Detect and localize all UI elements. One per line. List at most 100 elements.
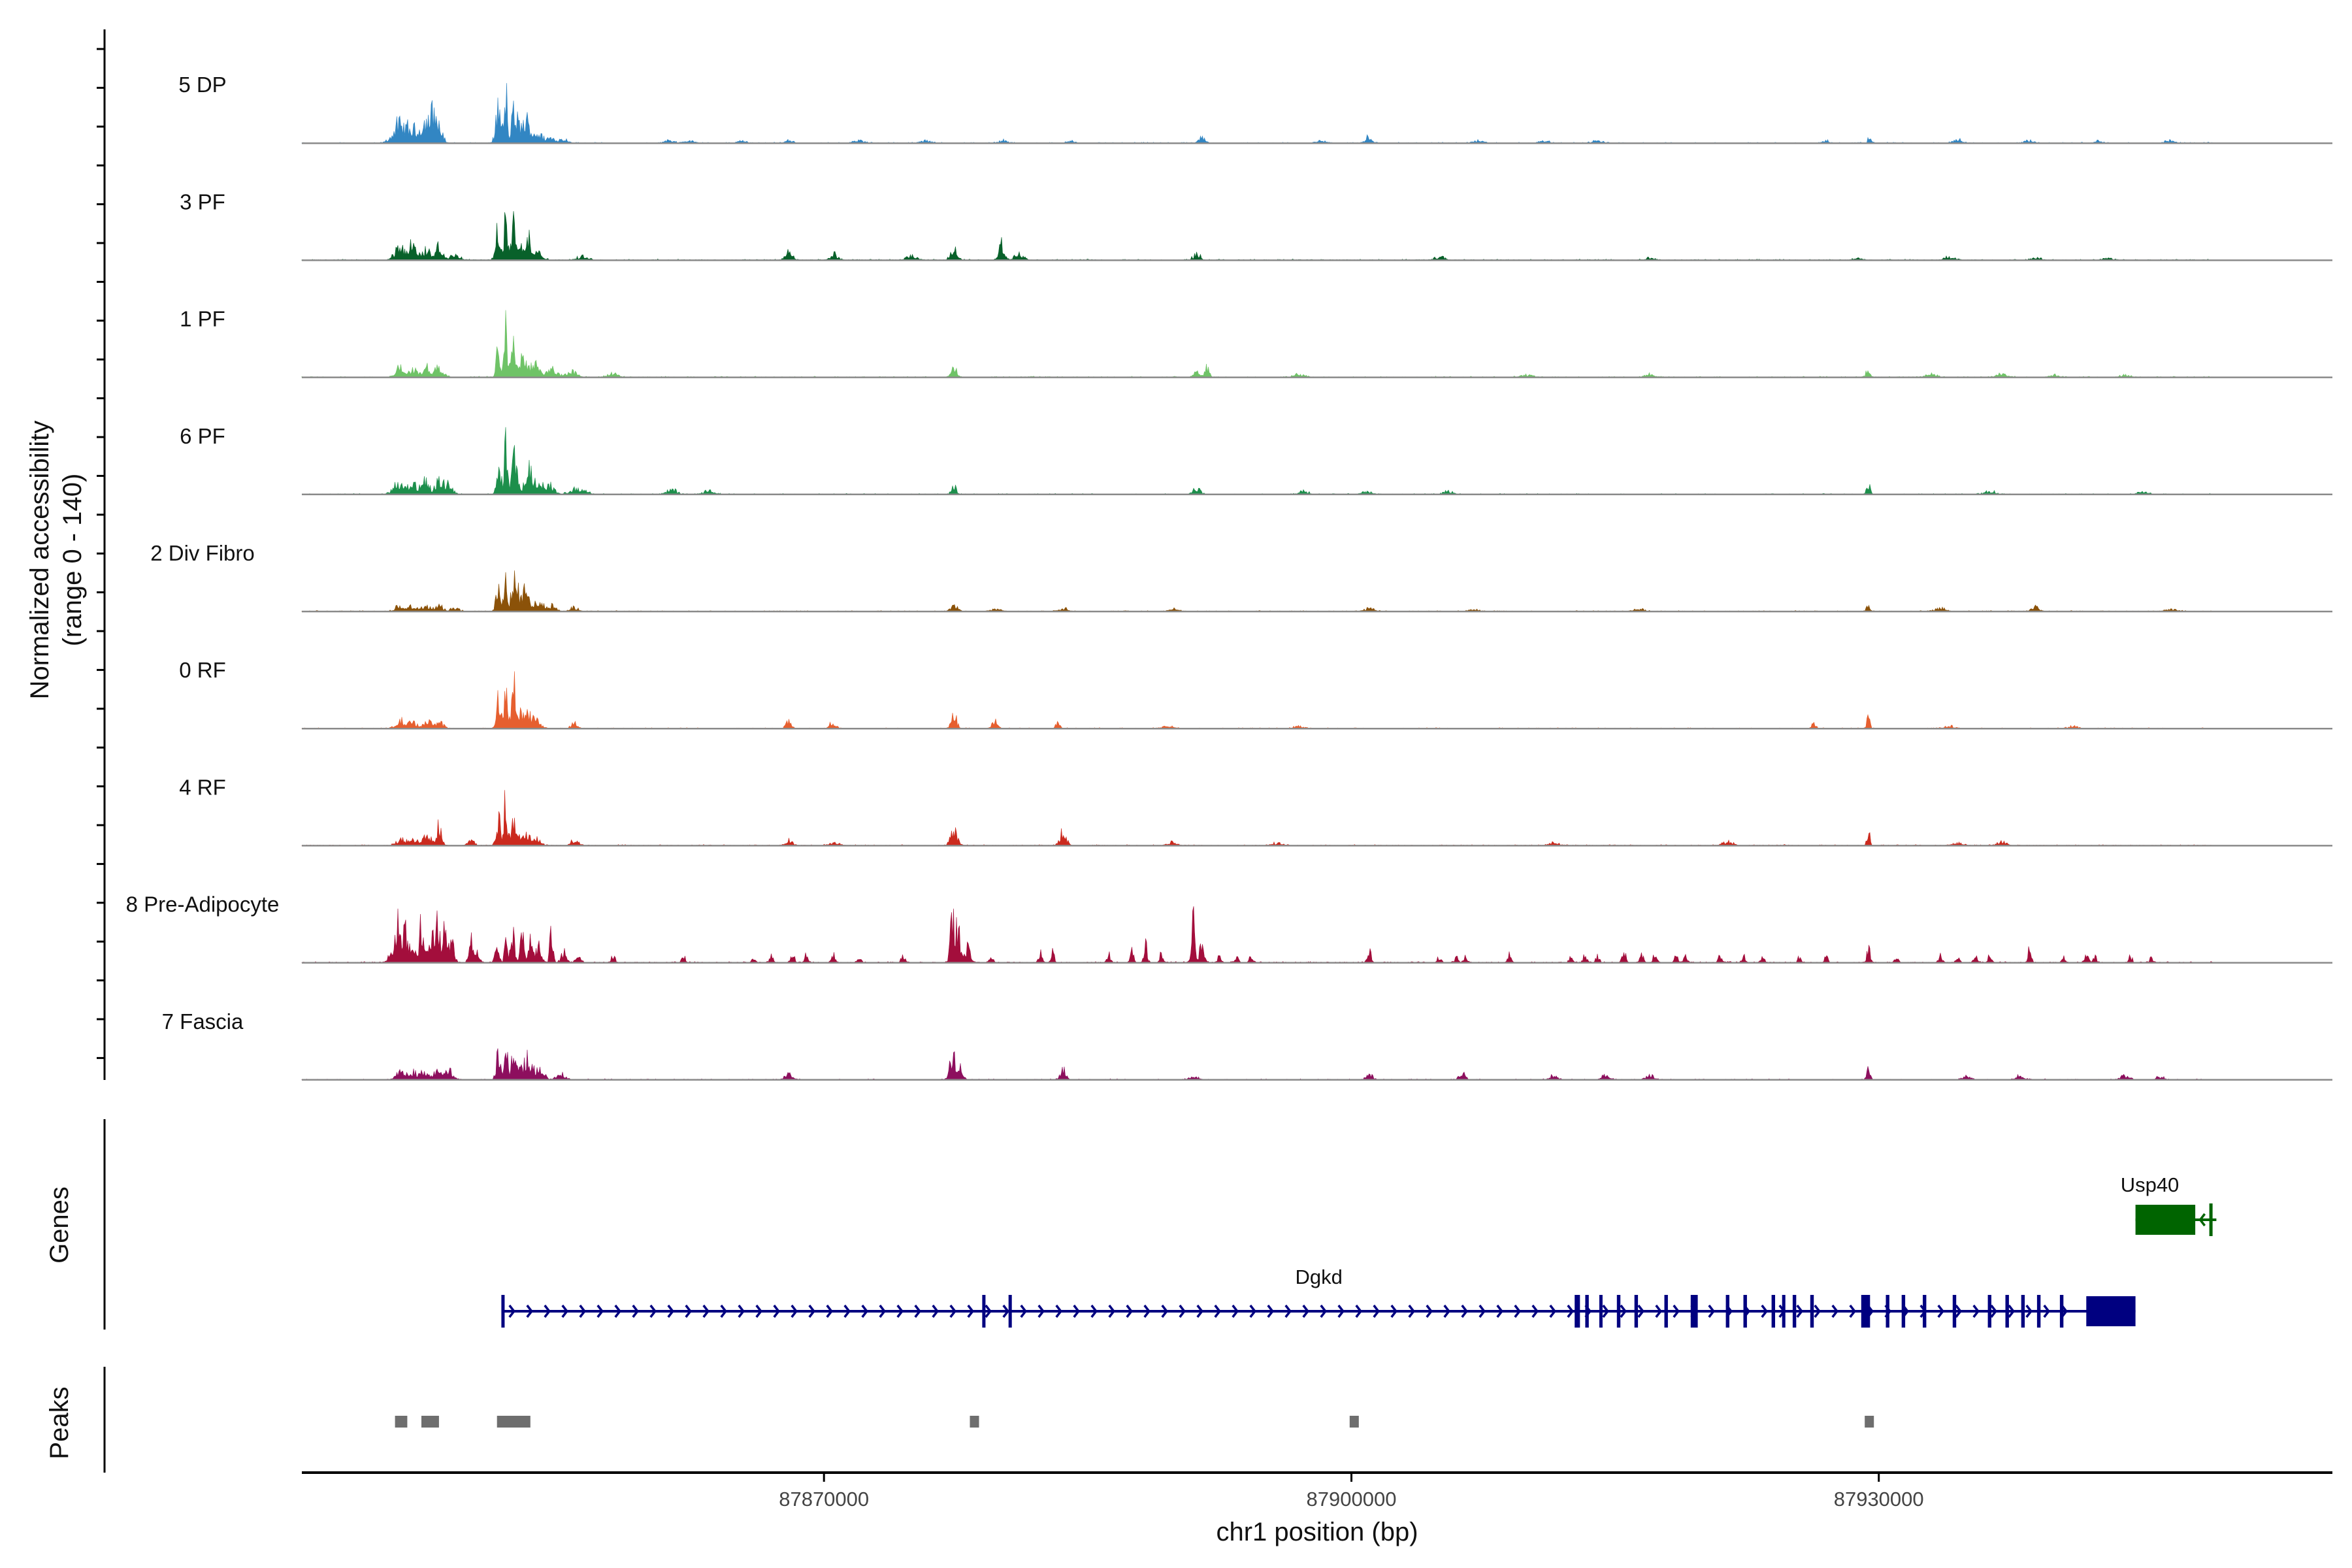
y-axis-title: Normalized accessibility (range 0 - 140): [25, 421, 87, 700]
strand-arrow: [1620, 1304, 1627, 1318]
strand-arrow: [1090, 1304, 1098, 1318]
peak-region: [395, 1416, 408, 1428]
strand-arrow: [632, 1304, 639, 1318]
gene-label: Usp40: [2121, 1173, 2180, 1196]
track-label: 0 RF: [179, 658, 226, 682]
strand-arrow: [1284, 1304, 1292, 1318]
track-0-rf: 0 RF: [179, 658, 2332, 730]
gene-annotation-panel: Dgkd Usp40: [501, 1173, 2217, 1328]
strand-arrow: [544, 1304, 551, 1318]
strand-arrow: [2198, 1213, 2206, 1227]
peak-region: [1349, 1416, 1359, 1428]
strand-arrow: [1796, 1304, 1803, 1318]
strand-arrow: [1390, 1304, 1397, 1318]
strand-arrow: [596, 1304, 604, 1318]
strand-arrow: [1179, 1304, 1186, 1318]
peak-region: [421, 1416, 439, 1428]
gene-exon: [1690, 1295, 1698, 1328]
gene-exon: [2209, 1203, 2213, 1236]
gene-exon: [1743, 1295, 1747, 1328]
strand-arrow: [826, 1304, 833, 1318]
peaks-panel: [395, 1416, 1874, 1428]
strand-arrow: [949, 1304, 956, 1318]
gene-exon: [2086, 1296, 2136, 1326]
strand-arrow: [1214, 1304, 1221, 1318]
strand-arrow: [1302, 1304, 1309, 1318]
strand-arrow: [1637, 1304, 1644, 1318]
strand-arrow: [1443, 1304, 1450, 1318]
strand-arrow: [1814, 1304, 1821, 1318]
strand-arrow: [1461, 1304, 1468, 1318]
track-2-div-fibro: 2 Div Fibro: [150, 541, 2332, 613]
gene-exon: [2059, 1295, 2064, 1328]
track-7-fascia: 7 Fascia: [162, 1009, 2332, 1081]
gene-exon: [1861, 1295, 1870, 1328]
strand-arrow: [667, 1304, 674, 1318]
strand-arrow: [967, 1304, 974, 1318]
gene-exon: [1886, 1295, 1889, 1328]
gene-exon: [1952, 1295, 1957, 1328]
strand-arrow: [1196, 1304, 1203, 1318]
gene-exon: [1901, 1295, 1906, 1328]
strand-arrow: [1761, 1304, 1768, 1318]
strand-arrow: [1108, 1304, 1115, 1318]
strand-arrow: [579, 1304, 586, 1318]
gene-exon: [1810, 1295, 1814, 1328]
strand-arrow: [1990, 1304, 1997, 1318]
gene-exon: [1585, 1295, 1589, 1328]
strand-arrow: [1249, 1304, 1256, 1318]
strand-arrow: [1567, 1304, 1574, 1318]
strand-arrow: [914, 1304, 921, 1318]
gene-exon: [2005, 1295, 2009, 1328]
strand-arrow: [1232, 1304, 1239, 1318]
strand-arrow: [1002, 1304, 1009, 1318]
gene-exon: [1725, 1295, 1729, 1328]
track-1-pf: 1 PF: [180, 307, 2332, 378]
genes-panel-title: Genes: [45, 1186, 74, 1264]
strand-arrow: [1073, 1304, 1080, 1318]
strand-arrow: [1708, 1304, 1715, 1318]
strand-arrow: [896, 1304, 904, 1318]
strand-arrow: [1655, 1304, 1662, 1318]
strand-arrow: [1831, 1304, 1838, 1318]
gene-exon: [2021, 1295, 2025, 1328]
y-axis-title-main: Normalized accessibility: [25, 421, 54, 700]
track-label: 2 Div Fibro: [150, 541, 255, 565]
strand-arrow: [1373, 1304, 1380, 1318]
x-tick-label: 87870000: [779, 1488, 869, 1511]
gene-exon: [1923, 1295, 1927, 1328]
strand-arrow: [773, 1304, 780, 1318]
strand-arrow: [1478, 1304, 1486, 1318]
strand-arrow: [879, 1304, 886, 1318]
strand-arrow: [526, 1304, 533, 1318]
gene-exon: [1987, 1295, 1991, 1328]
x-tick-label: 87930000: [1834, 1488, 1924, 1511]
gene-exon: [1634, 1295, 1639, 1328]
strand-arrow: [685, 1304, 692, 1318]
gene-exon: [1575, 1295, 1580, 1328]
strand-arrow: [808, 1304, 815, 1318]
strand-arrow: [2043, 1304, 2050, 1318]
strand-arrow: [1337, 1304, 1345, 1318]
strand-arrow: [755, 1304, 762, 1318]
strand-arrow: [1673, 1304, 1680, 1318]
peak-region: [1865, 1416, 1874, 1428]
track-label: 4 RF: [179, 775, 226, 799]
strand-arrow: [508, 1304, 515, 1318]
strand-arrow: [985, 1304, 992, 1318]
strand-arrow: [1602, 1304, 1609, 1318]
strand-arrow: [861, 1304, 868, 1318]
strand-arrow: [702, 1304, 710, 1318]
strand-arrow: [1320, 1304, 1327, 1318]
strand-arrow: [2008, 1304, 2015, 1318]
strand-arrow: [1549, 1304, 1556, 1318]
left-axes: [97, 29, 106, 1473]
peak-region: [497, 1416, 531, 1428]
strand-arrow: [791, 1304, 798, 1318]
track-label: 8 Pre-Adipocyte: [126, 892, 280, 917]
strand-arrow: [1055, 1304, 1062, 1318]
track-label: 1 PF: [180, 307, 225, 331]
strand-arrow: [614, 1304, 621, 1318]
gene-exon: [1616, 1295, 1621, 1328]
